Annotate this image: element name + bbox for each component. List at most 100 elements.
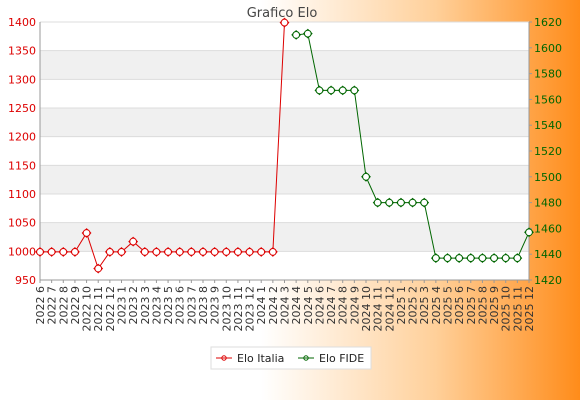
data-point-marker xyxy=(36,248,44,256)
x-tick-label: 2023 1 xyxy=(116,286,129,325)
x-tick-label: 2024 3 xyxy=(279,286,292,325)
y-right-tick-label: 1600 xyxy=(534,42,562,55)
data-point-marker xyxy=(513,254,522,262)
grid-band xyxy=(40,165,529,194)
y-left-tick-label: 1400 xyxy=(8,16,36,29)
data-point-marker xyxy=(234,248,242,256)
y-left-tick-label: 1300 xyxy=(8,73,36,86)
x-tick-label: 2023 4 xyxy=(150,286,163,325)
x-tick-label: 2024 6 xyxy=(313,286,326,325)
data-point-marker xyxy=(222,248,231,256)
data-point-marker xyxy=(408,198,417,207)
y-left-tick-label: 1050 xyxy=(8,217,36,230)
data-point-marker xyxy=(478,254,487,262)
y-right-tick-label: 1440 xyxy=(534,248,562,261)
x-tick-label: 2022 9 xyxy=(69,286,82,325)
y-right-tick-label: 1580 xyxy=(534,68,562,81)
x-tick-label: 2022 6 xyxy=(34,286,47,325)
x-tick-label: 2024 7 xyxy=(325,286,338,325)
data-point-marker xyxy=(303,29,312,38)
data-point-marker xyxy=(94,264,103,273)
x-tick-label: 2024 12 xyxy=(383,286,396,332)
x-tick-label: 2025 11 xyxy=(511,286,524,332)
x-tick-label: 2024 2 xyxy=(267,286,280,325)
x-tick-label: 2023 11 xyxy=(232,286,245,332)
x-tick-label: 2025 3 xyxy=(418,286,431,325)
data-point-marker xyxy=(71,248,79,256)
x-tick-label: 2022 8 xyxy=(57,286,70,325)
data-point-marker xyxy=(129,237,138,246)
y-left-tick-label: 1000 xyxy=(8,245,36,258)
x-tick-label: 2024 10 xyxy=(360,286,373,332)
data-point-marker xyxy=(199,248,207,256)
data-point-marker xyxy=(257,248,266,256)
data-point-marker xyxy=(268,248,277,256)
legend-swatch-marker xyxy=(221,355,227,361)
y-left-tick-label: 950 xyxy=(15,274,36,287)
data-point-marker xyxy=(280,18,289,27)
x-tick-label: 2025 1 xyxy=(395,286,408,325)
x-tick-label: 2022 10 xyxy=(81,286,94,332)
data-point-marker xyxy=(47,248,56,256)
data-point-marker xyxy=(105,248,114,256)
x-tick-label: 2023 6 xyxy=(174,286,187,325)
data-point-marker xyxy=(292,31,301,39)
data-point-marker xyxy=(338,86,347,95)
x-tick-label: 2025 5 xyxy=(442,286,455,325)
grid-band xyxy=(40,222,529,252)
x-tick-label: 2022 7 xyxy=(46,286,59,325)
x-tick-label: 2025 7 xyxy=(465,286,478,325)
x-tick-label: 2024 11 xyxy=(372,286,385,332)
data-point-marker xyxy=(385,198,394,207)
y-left-tick-label: 1250 xyxy=(8,102,36,115)
x-tick-label: 2023 3 xyxy=(139,286,152,325)
data-point-marker xyxy=(443,254,452,262)
x-tick-label: 2025 10 xyxy=(500,286,513,332)
data-point-marker xyxy=(362,172,370,181)
y-right-tick-label: 1480 xyxy=(534,197,562,210)
data-point-marker xyxy=(187,248,196,256)
data-point-marker xyxy=(82,229,91,237)
data-point-marker xyxy=(117,248,126,256)
x-tick-label: 2024 4 xyxy=(290,286,303,325)
x-tick-label: 2025 2 xyxy=(407,286,420,325)
grid-band xyxy=(40,108,529,137)
x-tick-label: 2025 8 xyxy=(476,286,489,325)
legend-swatch-marker xyxy=(303,355,309,361)
data-point-marker xyxy=(373,198,382,207)
x-tick-label: 2024 5 xyxy=(302,286,315,325)
x-tick-label: 2024 8 xyxy=(337,286,350,325)
chart-title: Grafico Elo xyxy=(247,6,318,21)
data-point-marker xyxy=(455,254,464,262)
series-line xyxy=(40,22,285,270)
x-tick-label: 2023 9 xyxy=(209,286,222,325)
data-point-marker xyxy=(501,254,510,262)
y-right-tick-label: 1420 xyxy=(534,274,562,287)
y-left-tick-label: 1200 xyxy=(8,131,36,144)
x-tick-label: 2024 9 xyxy=(348,286,361,325)
data-point-marker xyxy=(175,248,184,256)
x-tick-label: 2024 1 xyxy=(255,286,268,325)
y-right-tick-label: 1460 xyxy=(534,222,562,235)
data-point-marker xyxy=(490,254,498,262)
y-right-tick-label: 1560 xyxy=(534,93,562,106)
x-tick-label: 2023 7 xyxy=(185,286,198,325)
x-tick-label: 2023 2 xyxy=(127,286,140,325)
data-point-marker xyxy=(350,86,359,95)
y-right-tick-label: 1500 xyxy=(534,171,562,184)
x-tick-label: 2022 11 xyxy=(92,286,105,332)
data-point-marker xyxy=(315,86,324,95)
y-left-tick-label: 1350 xyxy=(8,45,36,58)
data-point-marker xyxy=(245,248,254,256)
x-tick-label: 2023 12 xyxy=(244,286,257,332)
data-point-marker xyxy=(466,254,475,262)
y-right-tick-label: 1520 xyxy=(534,145,562,158)
x-tick-label: 2025 9 xyxy=(488,286,501,325)
data-point-marker xyxy=(327,86,335,95)
data-point-marker xyxy=(140,248,149,256)
legend-box xyxy=(210,346,372,370)
data-point-marker xyxy=(152,248,161,256)
legend-label: Elo Italia xyxy=(237,352,284,365)
data-point-marker xyxy=(59,248,68,256)
